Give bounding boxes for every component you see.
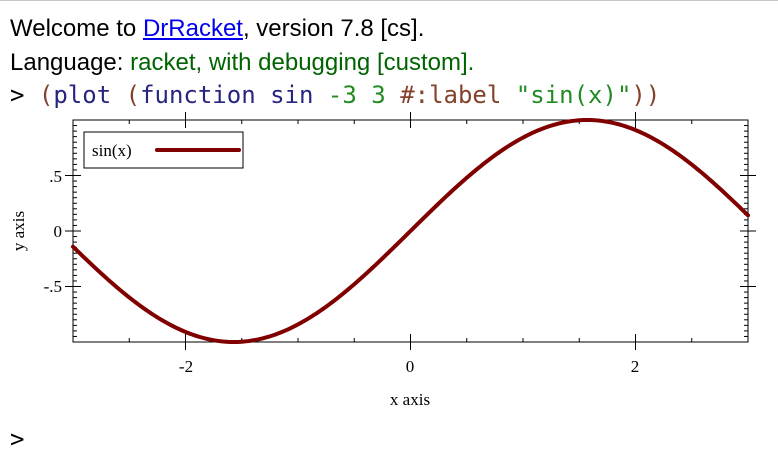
plot-identifier[interactable]: plot [53,81,112,109]
welcome-prefix: Welcome to [10,15,143,42]
sin-curve [71,118,750,344]
y-tick-label-neg05: -.5 [44,277,62,296]
function-identifier[interactable]: function [140,81,256,109]
y-tick-label-05: .5 [49,167,62,186]
close-parens: )) [631,81,661,109]
welcome-version: , version 7.8 [cs]. [242,15,425,42]
repl-prompt: > [10,81,25,109]
plot-frame [72,119,749,343]
language-line: Language: racket, with debugging [custom… [10,49,474,77]
x-tick-label-2: 2 [631,357,640,376]
repl-input-expression[interactable]: > (plot (function sin -3 3 #:label "sin(… [10,81,660,109]
drracket-link[interactable]: DrRacket [142,15,243,42]
label-string: "sin(x)" [515,81,632,109]
next-prompt[interactable]: > [10,425,25,453]
language-value[interactable]: racket, with debugging [custom]. [130,49,475,76]
language-label: Language: [10,49,131,76]
open-paren-inner: ( [125,81,141,109]
legend: sin(x) [83,131,244,169]
x-tick-label-0: 0 [406,357,415,376]
open-paren: ( [38,81,54,109]
sin-identifier[interactable]: sin [270,81,314,109]
label-keyword: #:label [400,81,502,109]
y-axis-label: y axis [9,211,28,251]
top-border [0,0,778,1]
legend-label: sin(x) [92,141,132,160]
plot-image[interactable]: -2 0 2 -.5 0 .5 x axis y axis sin(x) [0,110,778,415]
y-tick-label-0: 0 [54,222,63,241]
x-axis-label: x axis [390,390,430,409]
lower-bound-literal: -3 [327,81,357,109]
upper-bound-literal: 3 [371,81,386,109]
welcome-line: Welcome to DrRacket, version 7.8 [cs]. [10,15,424,43]
x-tick-label-neg2: -2 [179,357,193,376]
